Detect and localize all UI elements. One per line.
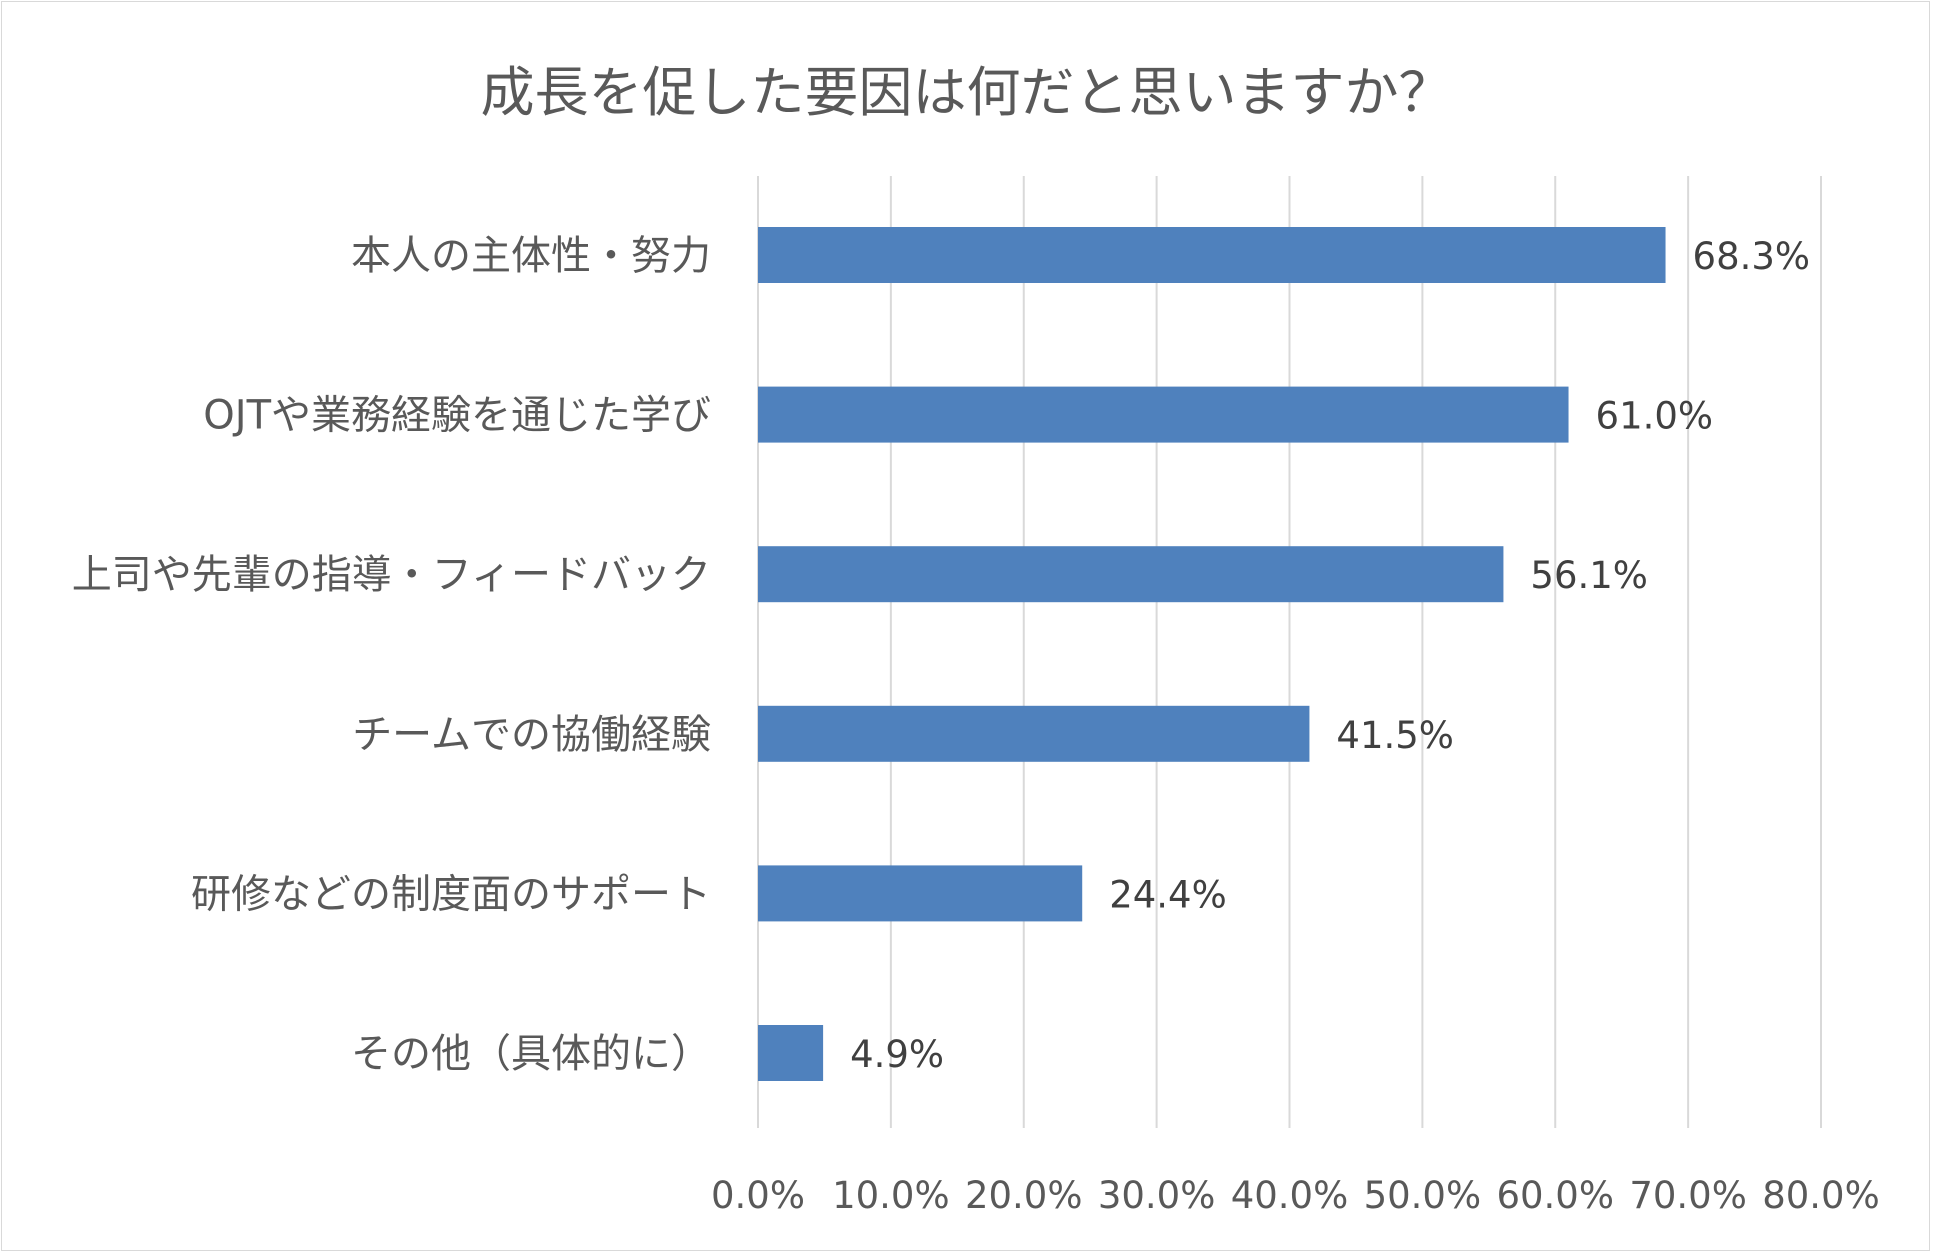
bar <box>758 227 1666 283</box>
category-label: 上司や先輩の指導・フィードバック <box>72 552 711 598</box>
data-label: 56.1% <box>1530 554 1648 597</box>
data-label: 41.5% <box>1336 714 1454 757</box>
x-tick-label: 20.0% <box>965 1174 1083 1217</box>
x-tick-label: 50.0% <box>1364 1174 1482 1217</box>
bar <box>758 386 1569 443</box>
x-tick-label: 60.0% <box>1496 1174 1614 1217</box>
x-tick-label: 0.0% <box>711 1174 805 1217</box>
bar <box>758 546 1504 603</box>
bar <box>758 865 1083 922</box>
category-label: チームでの協働経験 <box>352 712 711 758</box>
chart-title: 成長を促した要因は何だと思いますか？ <box>480 61 1453 124</box>
data-label: 24.4% <box>1109 873 1227 916</box>
category-label: 本人の主体性・努力 <box>351 233 711 279</box>
category-label: その他（具体的に） <box>351 1031 711 1077</box>
x-tick-label: 80.0% <box>1762 1174 1880 1217</box>
x-tick-label: 10.0% <box>832 1174 950 1217</box>
category-label: 研修などの制度面のサポート <box>191 871 711 917</box>
data-label: 68.3% <box>1693 235 1811 278</box>
x-tick-label: 40.0% <box>1231 1174 1349 1217</box>
x-tick-label: 30.0% <box>1098 1174 1216 1217</box>
bar <box>758 705 1310 762</box>
data-label: 4.9% <box>850 1033 944 1076</box>
x-tick-label: 70.0% <box>1629 1174 1747 1217</box>
bar <box>758 1025 824 1081</box>
category-label: OJTや業務経験を通じた学び <box>203 393 711 439</box>
data-label: 61.0% <box>1596 395 1714 438</box>
